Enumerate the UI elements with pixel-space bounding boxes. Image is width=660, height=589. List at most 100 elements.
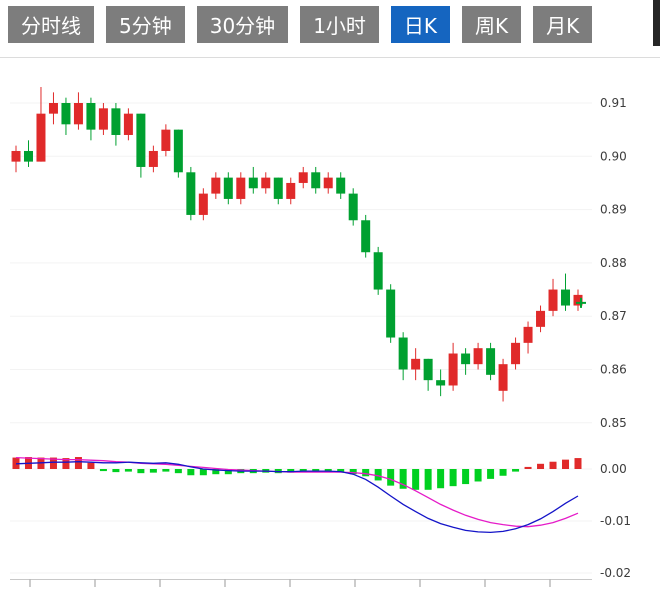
- candle-body: [461, 353, 471, 365]
- candle-body: [486, 348, 496, 375]
- candle-body: [548, 289, 558, 311]
- candle-body: [273, 177, 283, 199]
- candle-body: [148, 150, 158, 167]
- macd-bar: [137, 469, 145, 474]
- macd-dif-line: [15, 461, 579, 534]
- candle-body: [498, 364, 508, 391]
- macd-bar: [337, 469, 345, 473]
- candle-body: [198, 193, 208, 215]
- candle-body: [236, 177, 246, 199]
- macd-bar: [549, 461, 557, 469]
- candle-body: [298, 172, 308, 183]
- macd-bar: [562, 459, 570, 469]
- price-axis-label: 0.91: [600, 96, 627, 110]
- macd-bar: [537, 463, 545, 469]
- price-axis-label: 0.89: [600, 203, 627, 217]
- candle-body: [386, 289, 396, 338]
- candle-body: [11, 150, 21, 162]
- macd-bar: [487, 469, 495, 479]
- candle-body: [86, 103, 96, 130]
- candle-body: [173, 129, 183, 173]
- tab-5-minute[interactable]: 5分钟: [106, 6, 185, 43]
- macd-bar: [99, 469, 107, 472]
- macd-bar: [412, 469, 420, 490]
- macd-bar: [462, 469, 470, 485]
- tab-daily-k[interactable]: 日K: [390, 6, 451, 43]
- price-axis-label: 0.88: [600, 256, 627, 270]
- macd-bar: [424, 469, 432, 490]
- candles: [11, 87, 583, 402]
- macd-bar: [162, 469, 170, 472]
- x-axis-ticks: [29, 579, 551, 587]
- candle-body: [561, 289, 571, 306]
- candle-body: [311, 172, 321, 189]
- macd-bar: [112, 469, 120, 473]
- candle-body: [361, 220, 371, 253]
- candle-body: [73, 103, 83, 125]
- candle-body: [248, 177, 258, 189]
- price-axis-label: 0.87: [600, 309, 627, 323]
- candle-body: [211, 177, 221, 194]
- tab-time-sharing-line[interactable]: 分时线: [8, 6, 94, 43]
- macd-bar: [524, 466, 532, 469]
- macd-axis-label: -0.01: [600, 514, 631, 528]
- macd-bar: [199, 469, 207, 476]
- price-axis-labels: 0.91 0.90 0.89 0.88 0.87 0.86 0.85: [600, 96, 627, 430]
- candle-body: [286, 182, 296, 199]
- macd-bar: [149, 469, 157, 473]
- macd-bar: [224, 469, 232, 475]
- candle-body: [223, 177, 233, 199]
- price-axis-label: 0.85: [600, 416, 627, 430]
- candle-body: [23, 150, 33, 162]
- tab-1-hour[interactable]: 1小时: [300, 6, 379, 43]
- candle-body: [411, 358, 421, 370]
- tab-weekly-k[interactable]: 周K: [462, 6, 522, 43]
- candle-body: [423, 358, 433, 381]
- candle-body: [98, 108, 108, 130]
- candle-body: [348, 193, 358, 221]
- tab-30-minute[interactable]: 30分钟: [196, 6, 289, 43]
- macd-bar: [87, 462, 95, 469]
- macd-bar: [399, 469, 407, 489]
- macd-bar: [62, 458, 70, 469]
- macd-dea-line: [15, 456, 579, 528]
- candle-body: [573, 294, 583, 306]
- candle-body: [511, 342, 521, 365]
- price-axis-label: 0.90: [600, 149, 627, 163]
- macd-bar: [174, 469, 182, 474]
- macd-bar: [49, 457, 57, 469]
- candle-body: [323, 177, 333, 189]
- candle-body: [111, 108, 121, 135]
- macd-bar: [187, 469, 195, 476]
- period-toolbar: 分时线 5分钟 30分钟 1小时 日K 周K 月K: [8, 6, 593, 43]
- macd-axis-label: -0.02: [600, 566, 631, 580]
- macd-bar: [362, 469, 370, 477]
- candle-body: [136, 113, 146, 167]
- macd-axis-labels: 0.00 -0.01 -0.02: [600, 462, 631, 580]
- macd-bar: [437, 469, 445, 489]
- macd-bar: [499, 469, 507, 476]
- candle-body: [448, 353, 458, 386]
- macd-bar: [374, 469, 382, 481]
- scrollbar-thumb[interactable]: [653, 0, 660, 46]
- candle-body: [123, 113, 133, 135]
- macd-bar: [212, 469, 220, 475]
- last-price-cross-icon: [576, 297, 586, 308]
- candle-body: [436, 380, 446, 386]
- candle-body: [336, 177, 346, 194]
- candle-body: [186, 172, 196, 215]
- price-axis-label: 0.86: [600, 363, 627, 377]
- macd-bar: [474, 469, 482, 482]
- candle-body: [523, 326, 533, 343]
- macd-bar: [574, 458, 582, 469]
- macd-bar: [74, 457, 82, 469]
- macd-bar: [349, 469, 357, 475]
- macd-bar: [512, 469, 520, 472]
- macd-bar: [449, 469, 457, 487]
- candle-body: [61, 103, 71, 125]
- macd-bar: [124, 469, 132, 472]
- macd-bar: [324, 469, 332, 472]
- candle-body: [536, 310, 546, 327]
- tab-monthly-k[interactable]: 月K: [533, 6, 593, 43]
